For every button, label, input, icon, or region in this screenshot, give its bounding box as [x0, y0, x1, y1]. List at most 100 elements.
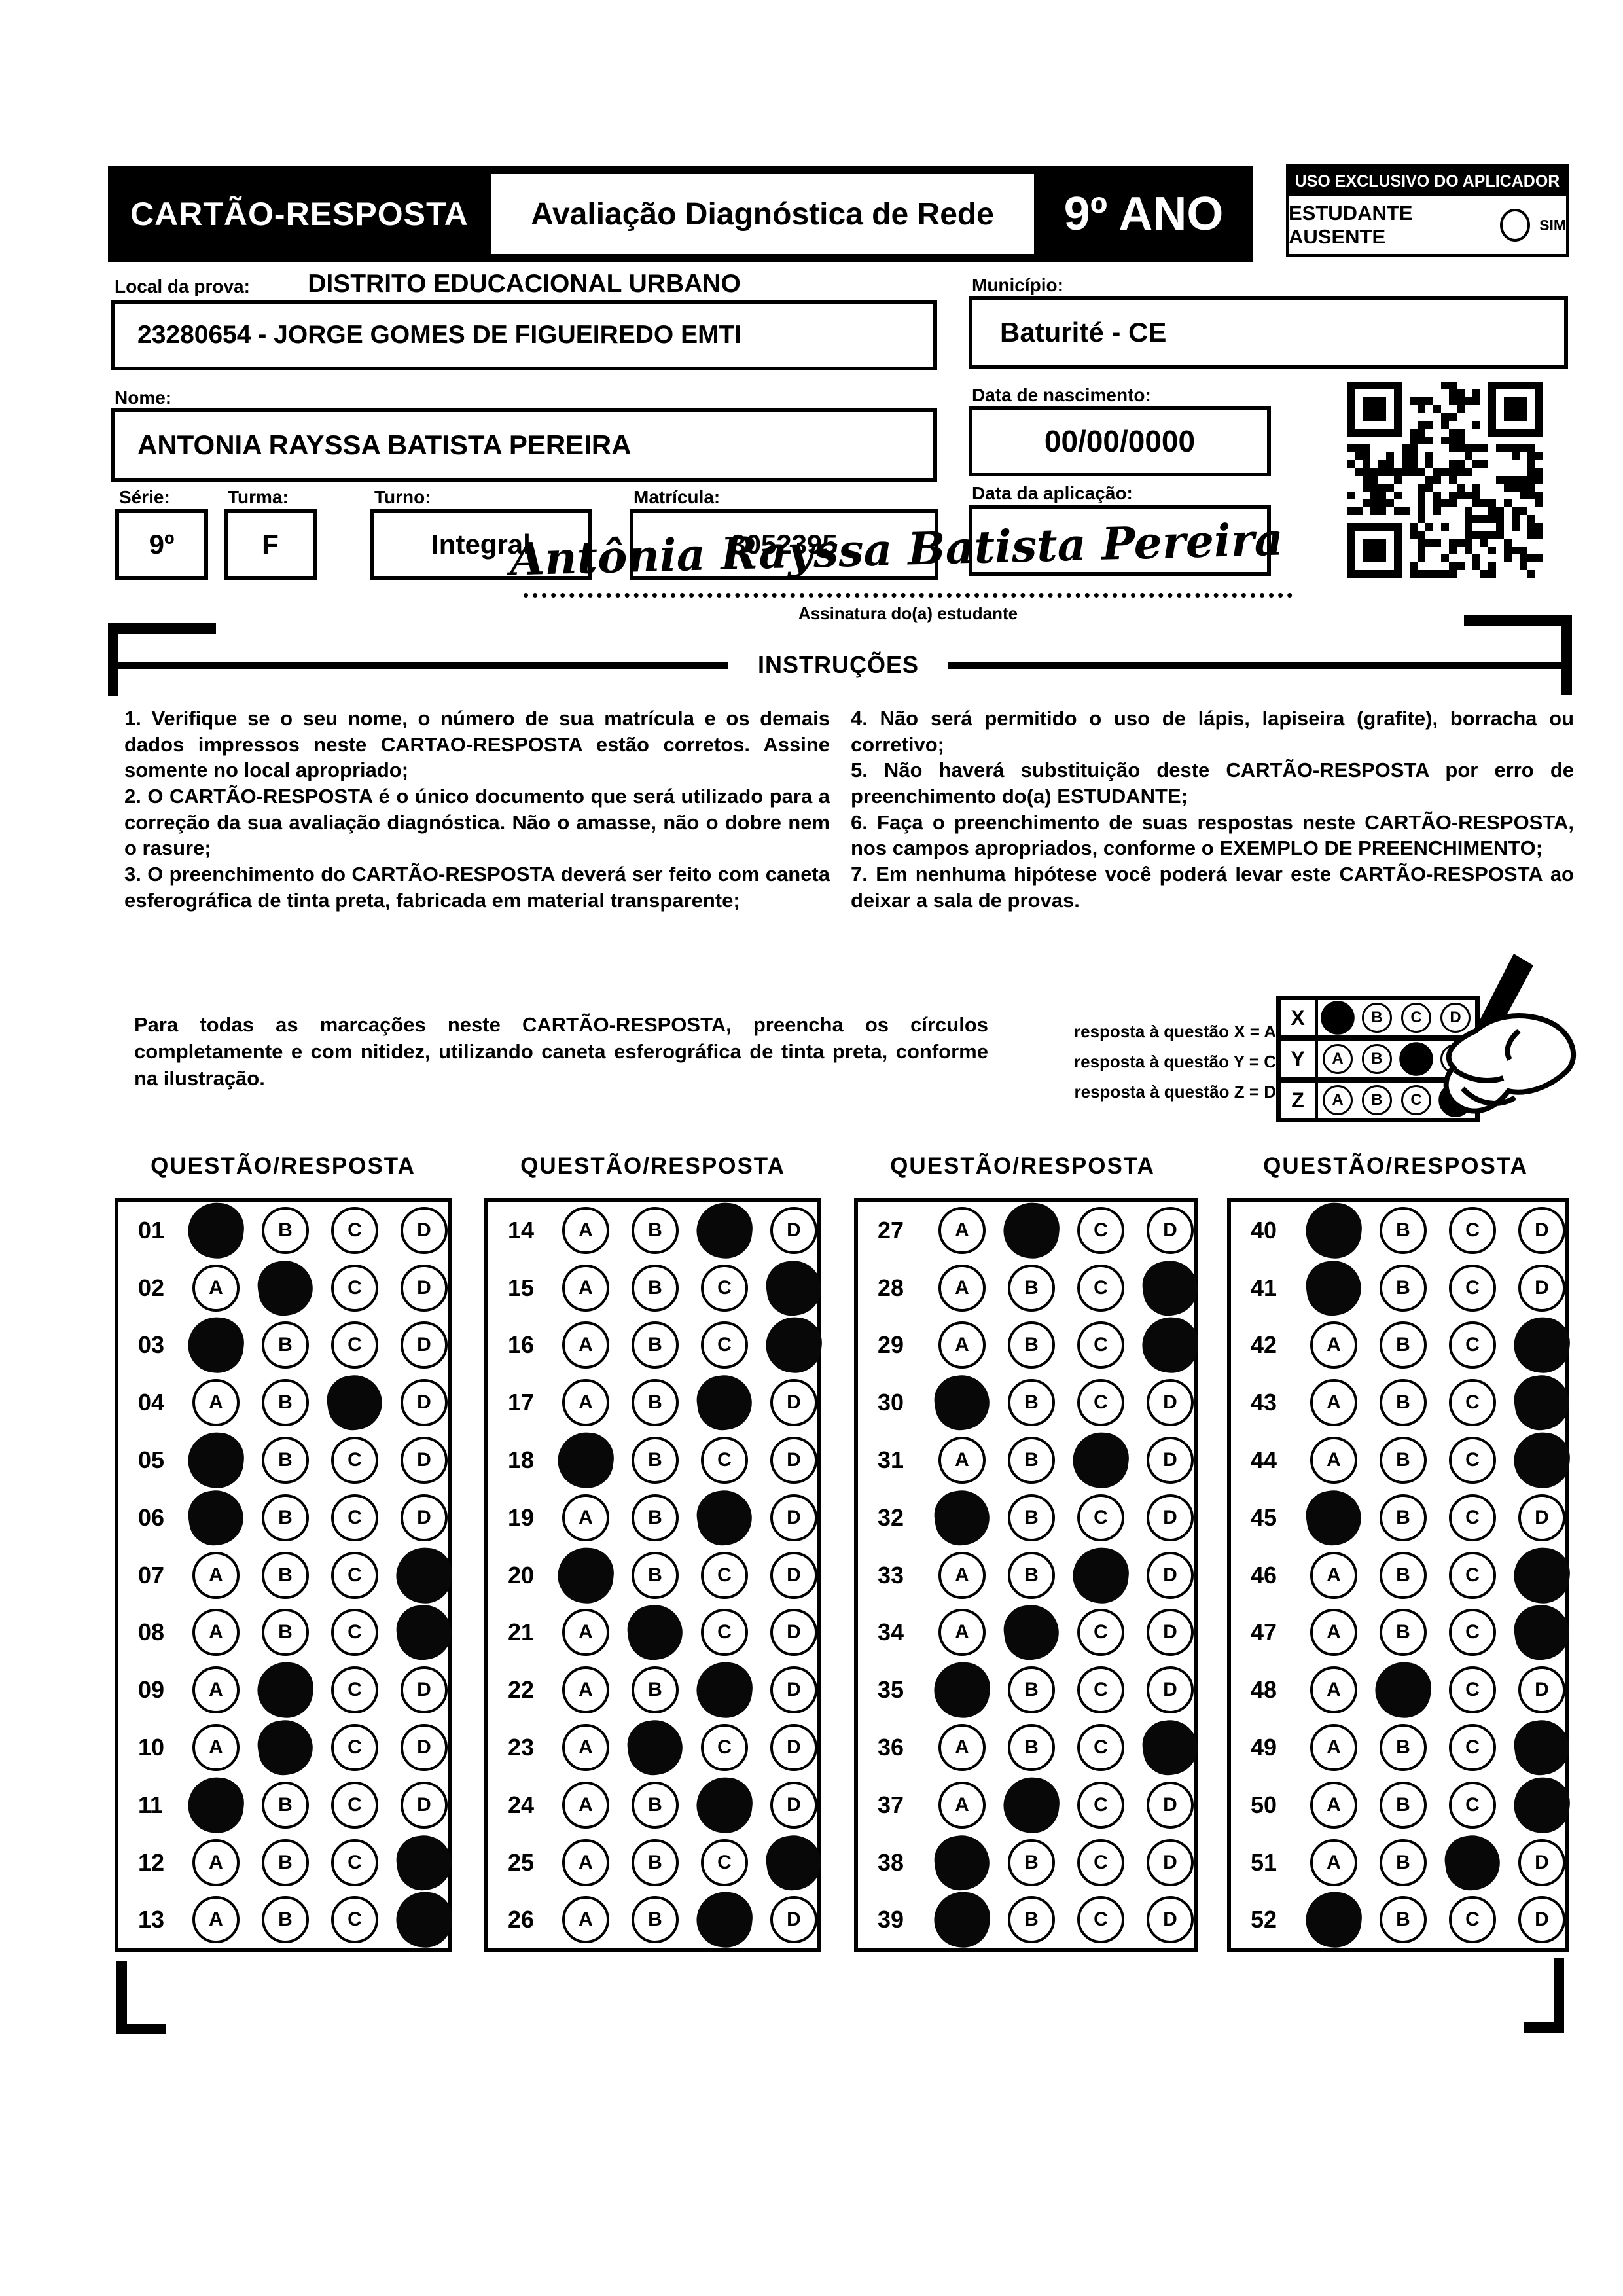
- answer-bubble-11-A[interactable]: [185, 1774, 247, 1836]
- answer-bubble-42-D[interactable]: [1511, 1314, 1573, 1376]
- answer-bubble-09-B[interactable]: [255, 1659, 316, 1721]
- answer-bubble-38-A[interactable]: [931, 1831, 993, 1893]
- answer-bubble-28-B[interactable]: B: [1008, 1264, 1055, 1312]
- answer-bubble-38-D[interactable]: D: [1147, 1839, 1194, 1886]
- answer-bubble-27-B[interactable]: [1001, 1200, 1062, 1261]
- answer-bubble-19-A[interactable]: A: [562, 1494, 609, 1541]
- answer-bubble-40-D[interactable]: D: [1518, 1206, 1565, 1254]
- answer-bubble-23-D[interactable]: D: [770, 1724, 817, 1772]
- answer-bubble-31-C[interactable]: [1070, 1429, 1132, 1491]
- answer-bubble-44-A[interactable]: A: [1310, 1437, 1357, 1484]
- answer-bubble-42-A[interactable]: A: [1310, 1321, 1357, 1369]
- answer-bubble-36-B[interactable]: B: [1008, 1724, 1055, 1772]
- answer-bubble-12-B[interactable]: B: [262, 1839, 309, 1886]
- answer-bubble-24-D[interactable]: D: [770, 1781, 817, 1829]
- answer-bubble-08-B[interactable]: B: [262, 1609, 309, 1657]
- answer-bubble-17-C[interactable]: [693, 1372, 756, 1434]
- answer-bubble-30-A[interactable]: [931, 1372, 993, 1434]
- answer-bubble-50-D[interactable]: [1511, 1774, 1573, 1836]
- answer-bubble-52-C[interactable]: C: [1449, 1896, 1496, 1944]
- answer-bubble-17-A[interactable]: A: [562, 1379, 609, 1427]
- answer-bubble-03-A[interactable]: [185, 1314, 247, 1376]
- answer-bubble-24-A[interactable]: A: [562, 1781, 609, 1829]
- answer-bubble-14-C[interactable]: [694, 1200, 755, 1261]
- answer-bubble-05-A[interactable]: [185, 1429, 247, 1491]
- answer-bubble-46-C[interactable]: C: [1449, 1551, 1496, 1599]
- answer-bubble-46-B[interactable]: B: [1380, 1551, 1427, 1599]
- answer-bubble-43-A[interactable]: A: [1310, 1379, 1357, 1427]
- answer-bubble-18-B[interactable]: B: [632, 1437, 679, 1484]
- answer-bubble-29-A[interactable]: A: [938, 1321, 986, 1369]
- answer-bubble-35-C[interactable]: C: [1077, 1666, 1124, 1714]
- answer-bubble-52-D[interactable]: D: [1518, 1896, 1565, 1944]
- answer-bubble-08-A[interactable]: A: [192, 1609, 240, 1657]
- answer-bubble-18-C[interactable]: C: [701, 1437, 748, 1484]
- answer-bubble-25-C[interactable]: C: [701, 1839, 748, 1886]
- answer-bubble-17-D[interactable]: D: [770, 1379, 817, 1427]
- answer-bubble-01-A[interactable]: [185, 1200, 247, 1261]
- answer-bubble-51-A[interactable]: A: [1310, 1839, 1357, 1886]
- answer-bubble-05-D[interactable]: D: [401, 1437, 448, 1484]
- answer-bubble-19-D[interactable]: D: [770, 1494, 817, 1541]
- answer-bubble-37-A[interactable]: A: [938, 1781, 986, 1829]
- answer-bubble-28-D[interactable]: [1139, 1257, 1202, 1319]
- answer-bubble-25-D[interactable]: [762, 1831, 825, 1893]
- answer-bubble-20-B[interactable]: B: [632, 1551, 679, 1599]
- answer-bubble-35-A[interactable]: [931, 1659, 993, 1721]
- answer-bubble-04-A[interactable]: A: [192, 1379, 240, 1427]
- answer-bubble-29-D[interactable]: [1139, 1314, 1201, 1376]
- answer-bubble-31-A[interactable]: A: [938, 1437, 986, 1484]
- answer-bubble-03-D[interactable]: D: [401, 1321, 448, 1369]
- answer-bubble-49-A[interactable]: A: [1310, 1724, 1357, 1772]
- answer-bubble-21-B[interactable]: [624, 1602, 687, 1664]
- answer-bubble-29-B[interactable]: B: [1008, 1321, 1055, 1369]
- answer-bubble-51-D[interactable]: D: [1518, 1839, 1565, 1886]
- answer-bubble-24-B[interactable]: B: [632, 1781, 679, 1829]
- answer-bubble-41-B[interactable]: B: [1380, 1264, 1427, 1312]
- answer-bubble-25-B[interactable]: B: [632, 1839, 679, 1886]
- answer-bubble-19-B[interactable]: B: [632, 1494, 679, 1541]
- answer-bubble-36-D[interactable]: [1139, 1716, 1202, 1779]
- answer-bubble-39-D[interactable]: D: [1147, 1896, 1194, 1944]
- answer-bubble-20-A[interactable]: [555, 1544, 616, 1606]
- answer-bubble-12-C[interactable]: C: [331, 1839, 378, 1886]
- answer-bubble-40-C[interactable]: C: [1449, 1206, 1496, 1254]
- answer-bubble-02-C[interactable]: C: [331, 1264, 378, 1312]
- answer-bubble-26-C[interactable]: [694, 1889, 755, 1951]
- answer-bubble-03-C[interactable]: C: [331, 1321, 378, 1369]
- answer-bubble-47-A[interactable]: A: [1310, 1609, 1357, 1657]
- answer-bubble-42-C[interactable]: C: [1449, 1321, 1496, 1369]
- answer-bubble-39-C[interactable]: C: [1077, 1896, 1124, 1944]
- answer-bubble-21-C[interactable]: C: [701, 1609, 748, 1657]
- answer-bubble-47-D[interactable]: [1510, 1602, 1573, 1664]
- answer-bubble-49-C[interactable]: C: [1449, 1724, 1496, 1772]
- answer-bubble-52-B[interactable]: B: [1380, 1896, 1427, 1944]
- answer-bubble-31-B[interactable]: B: [1008, 1437, 1055, 1484]
- answer-bubble-49-B[interactable]: B: [1380, 1724, 1427, 1772]
- answer-bubble-50-A[interactable]: A: [1310, 1781, 1357, 1829]
- answer-bubble-04-D[interactable]: D: [401, 1379, 448, 1427]
- answer-bubble-50-B[interactable]: B: [1380, 1781, 1427, 1829]
- answer-bubble-16-C[interactable]: C: [701, 1321, 748, 1369]
- answer-bubble-02-A[interactable]: A: [192, 1264, 240, 1312]
- answer-bubble-07-A[interactable]: A: [192, 1551, 240, 1599]
- answer-bubble-20-D[interactable]: D: [770, 1551, 817, 1599]
- answer-bubble-28-C[interactable]: C: [1077, 1264, 1124, 1312]
- answer-bubble-35-B[interactable]: B: [1008, 1666, 1055, 1714]
- answer-bubble-52-A[interactable]: [1303, 1889, 1364, 1951]
- answer-bubble-32-D[interactable]: D: [1147, 1494, 1194, 1541]
- answer-bubble-11-B[interactable]: B: [262, 1781, 309, 1829]
- answer-bubble-14-D[interactable]: D: [770, 1206, 817, 1254]
- answer-bubble-35-D[interactable]: D: [1147, 1666, 1194, 1714]
- answer-bubble-16-B[interactable]: B: [632, 1321, 679, 1369]
- answer-bubble-31-D[interactable]: D: [1147, 1437, 1194, 1484]
- answer-bubble-12-A[interactable]: A: [192, 1839, 240, 1886]
- answer-bubble-15-C[interactable]: C: [701, 1264, 748, 1312]
- answer-bubble-30-C[interactable]: C: [1077, 1379, 1124, 1427]
- answer-bubble-13-C[interactable]: C: [331, 1896, 378, 1944]
- answer-bubble-32-B[interactable]: B: [1008, 1494, 1055, 1541]
- answer-bubble-44-C[interactable]: C: [1449, 1437, 1496, 1484]
- answer-bubble-21-A[interactable]: A: [562, 1609, 609, 1657]
- answer-bubble-10-C[interactable]: C: [331, 1724, 378, 1772]
- answer-bubble-38-B[interactable]: B: [1008, 1839, 1055, 1886]
